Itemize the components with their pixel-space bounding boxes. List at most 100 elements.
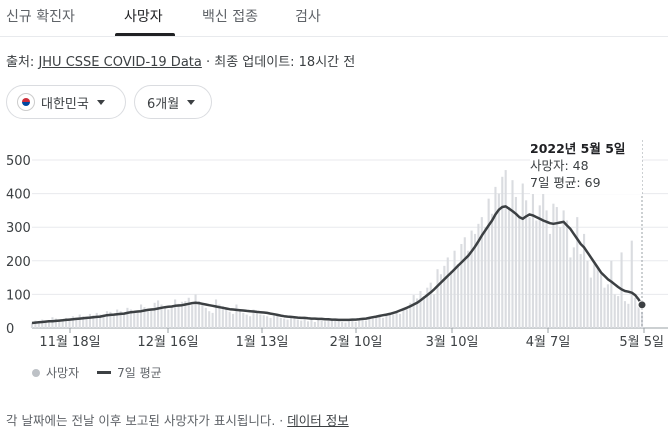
bar [310,319,313,328]
bar [153,302,156,328]
tooltip-date: 2022년 5월 5일 [530,141,626,156]
bar [579,254,582,328]
bar [439,274,442,328]
source-link[interactable]: JHU CSSE COVID-19 Data [38,55,202,70]
chart-legend: 사망자 7일 평균 [32,364,162,381]
bar [54,318,57,328]
bar [583,233,586,328]
bar [225,308,228,328]
bar [487,198,490,328]
bar [453,250,456,328]
bar [71,316,74,328]
bar [82,316,85,328]
bar [105,311,109,328]
bar [187,297,190,328]
tab-new-cases[interactable]: 신규 확진자 [6,9,75,25]
bar [501,176,504,328]
bar [433,294,436,328]
bar [416,298,419,328]
bar [300,320,303,328]
bar [58,320,61,328]
legend-line-label: 7일 평균 [117,366,162,380]
bar [617,296,620,328]
data-info-link[interactable]: 데이터 정보 [287,413,349,428]
legend-bar-swatch [32,368,40,377]
bar [548,233,552,328]
bar [272,313,276,328]
tab-deaths[interactable]: 사망자 [124,9,163,25]
bar [361,317,364,328]
bar [545,210,548,328]
bar [296,319,299,328]
korea-flag-icon [17,93,35,111]
bar [436,269,439,328]
bar [508,207,511,328]
bar [477,223,480,328]
bar [51,317,54,328]
bar [313,321,316,328]
bar [371,316,374,328]
bar [613,294,616,328]
bar [446,257,449,328]
bar [351,320,354,328]
country-label: 대한민국 [41,96,89,112]
bar [538,205,541,328]
bar [262,315,265,328]
bar [102,316,105,328]
bar [589,277,592,328]
bar [565,220,569,328]
bar [511,180,514,328]
tooltip-deaths: 사망자: 48 [530,158,589,173]
bar [289,317,293,328]
bar [412,295,415,328]
bar [163,307,166,328]
bar [75,318,78,328]
bar [392,314,395,328]
bar [303,318,306,328]
x-tick-label: 11월 18일 [39,335,100,350]
period-dropdown[interactable]: 6개월 [134,85,212,119]
bar [426,287,429,328]
bar [494,186,497,328]
bar [562,210,565,328]
bar [146,311,149,328]
bar [119,311,122,328]
bar [221,306,224,328]
bar [521,183,524,328]
bar [596,267,599,328]
y-tick-label: 100 [6,288,31,303]
seven-day-average-line [31,205,644,325]
bar [68,319,71,328]
bar [569,257,572,328]
bar [405,309,408,328]
bar [208,311,211,328]
bar [480,217,483,328]
bar [242,312,245,328]
bar [450,270,453,328]
footer-note: 각 날짜에는 전날 이후 보고된 사망자가 표시됩니다. · 데이터 정보 [6,410,349,429]
chevron-down-icon [187,99,196,105]
bar [116,309,119,328]
bar [467,250,470,328]
bar [266,316,269,328]
bar [378,314,381,328]
bar [30,322,34,328]
active-tab-indicator [115,33,175,36]
x-tick-label: 4월 7일 [526,335,571,350]
bar [337,321,340,328]
bar [610,260,613,328]
tab-testing[interactable]: 검사 [295,9,321,25]
bar [78,314,81,328]
country-dropdown[interactable]: 대한민국 [6,85,126,119]
bar [211,312,214,328]
bar [606,284,609,328]
bar [368,318,371,328]
tab-vaccination[interactable]: 백신 접종 [202,9,258,25]
bar [572,247,575,328]
bar [136,310,139,328]
y-tick-label: 400 [6,188,31,203]
tooltip-average: 7일 평균: 69 [530,175,601,190]
bar [177,303,180,328]
bar [180,301,184,328]
